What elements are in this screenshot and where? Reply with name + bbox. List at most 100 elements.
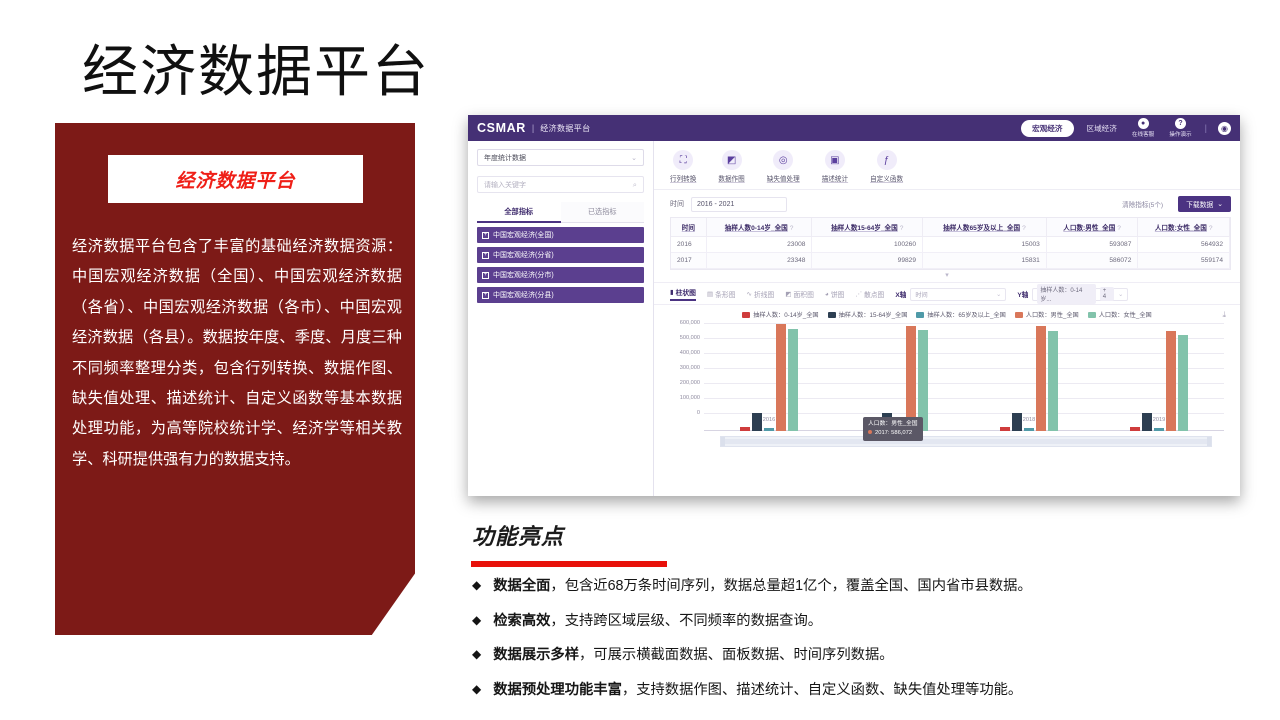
column-header-male[interactable]: 人口数:男性_全国? [1046,218,1139,237]
tool-missing-value[interactable]: ◎ 缺失值处理 [767,150,800,183]
bar-group: 2017 [834,323,964,431]
bar-group: 2016 [704,323,834,431]
tab-selected-indicators[interactable]: 已选指标 [560,202,644,223]
nav-tab-regional[interactable]: 区域经济 [1086,123,1117,133]
bar-chart: 600,000 500,000 400,000 300,000 200,000 … [670,320,1226,449]
nav-tab-macro[interactable]: 宏观经济 [1021,119,1074,137]
sidebar-item-national[interactable]: + 中国宏观经济(全国) [477,227,644,243]
y-axis-control: Y轴 抽样人数：0-14岁... + 4 ⌄ [1017,284,1129,304]
legend-item[interactable]: 人口数：男性_全国 [1014,310,1079,319]
cell-age-65plus: 15003 [922,236,1047,253]
legend-swatch [916,311,925,318]
download-data-button[interactable]: 下载数据 ⌄ [1178,196,1231,212]
chart-tab-bar-horizontal[interactable]: ▤ 条形图 [706,291,736,299]
tool-label: 描述统计 [821,176,849,183]
clear-indicators-button[interactable]: 清除指标(5个) [1122,202,1164,209]
nav-separator: | [1204,123,1207,133]
chart-range-scrollbar[interactable] [720,436,1212,447]
list-item: ◆ 检索高效，支持跨区域层级、不同频率的数据查询。 [472,611,1152,632]
dataset-select[interactable]: 年度统计数据 ⌄ [477,149,644,166]
legend-label: 人口数：女性_全国 [1098,312,1152,319]
download-data-label: 下载数据 [1186,202,1214,209]
x-axis-select[interactable]: 时间 ⌄ [910,287,1007,301]
column-header-female[interactable]: 人口数:女性_全国? [1137,218,1230,237]
chevron-down-icon: ⌄ [996,290,1002,298]
table-collapse-toggle[interactable]: ▾ [945,272,949,279]
data-table: 时间 抽样人数0-14岁_全国? 抽样人数15-64岁_全国? 抽样人数65岁及… [670,217,1231,270]
chart-tab-scatter[interactable]: ⋰ 散点图 [855,291,885,299]
sidebar-tabs: 全部指标 已选指标 [477,202,644,223]
column-header-age-65plus[interactable]: 抽样人数65岁及以上_全国? [922,218,1047,237]
chart-tab-line[interactable]: ∿ 折线图 [746,291,775,299]
tab-all-indicators[interactable]: 全部指标 [477,202,561,223]
tool-transpose[interactable]: ⛶ 行列转换 [670,150,696,183]
chart-legend: 抽样人数：0-14岁_全国 抽样人数：15-64岁_全国 抽样人数：65岁及以上… [654,305,1240,321]
banner-fold-corner [372,574,415,635]
cell-time: 2016 [671,236,707,253]
y-axis-value: 抽样人数：0-14岁... [1037,284,1096,304]
search-icon: ⌕ [632,179,637,189]
x-tick: 2019 [1152,417,1166,423]
nav-online-service[interactable]: ● 在线客服 [1132,118,1154,138]
bar [1048,330,1058,431]
scrollbar-handle-left[interactable] [721,437,725,446]
scrollbar-handle-right[interactable] [1207,437,1211,446]
tool-custom-function[interactable]: ƒ 自定义函数 [870,150,903,183]
chart-tab-bar-vertical[interactable]: ▮ 柱状图 [670,287,696,301]
list-item: ◆ 数据预处理功能丰富，支持数据作图、描述统计、自定义函数、缺失值处理等功能。 [472,680,1152,701]
chevron-down-icon: ⌄ [1118,290,1124,298]
cell-male: 586072 [1046,252,1139,269]
diamond-bullet-icon: ◆ [472,612,482,627]
diamond-bullet-icon: ◆ [472,578,482,592]
tool-chart[interactable]: ◩ 数据作图 [718,150,745,183]
cell-age-0-14: 23348 [706,252,813,269]
expand-icon: + [482,271,489,279]
bar [1036,325,1046,431]
transpose-icon: ⛶ [673,150,694,170]
bar [764,428,774,431]
legend-item[interactable]: 抽样人数：0-14岁_全国 [742,310,819,319]
search-input[interactable]: 请输入关键字 ⌕ [477,176,644,193]
legend-swatch [827,311,836,318]
chart-type-tabs: ▮ 柱状图 ▤ 条形图 ∿ 折线图 ◩ 面积图 ◕ 饼图 ⋰ 散点图 X轴 时间 ⌄ Y轴 … [654,282,1240,305]
chevron-down-icon: ⌄ [631,154,637,162]
download-chart-icon[interactable]: ⤓ [1222,310,1226,319]
x-tick: 2016 [762,417,776,423]
chart-tab-pie[interactable]: ◕ 饼图 [824,290,845,300]
bar-group: 2018 [964,323,1094,431]
x-tick: 2018 [1022,417,1036,423]
nav-demo-label: 操作演示 [1169,132,1192,138]
feature-strong: 检索高效 [493,612,551,629]
y-axis-select[interactable]: 抽样人数：0-14岁... + 4 ⌄ [1032,284,1129,304]
sidebar-item-label: 中国宏观经济(全国) [493,232,554,239]
legend-item[interactable]: 抽样人数：65岁及以上_全国 [916,310,1006,319]
tooltip-title: 人口数：男性_全国 [868,421,918,428]
legend-item[interactable]: 抽样人数：15-64岁_全国 [827,310,908,319]
sidebar-item-province[interactable]: + 中国宏观经济(分省) [477,247,644,263]
legend-label: 抽样人数：15-64岁_全国 [838,312,908,319]
feature-strong: 数据全面 [493,578,551,594]
chart-tab-area[interactable]: ◩ 面积图 [785,291,814,299]
feature-strong: 数据预处理功能丰富 [493,682,622,699]
sidebar-item-city[interactable]: + 中国宏观经济(分市) [477,267,644,283]
feature-text: ，支持数据作图、描述统计、自定义函数、缺失值处理等功能。 [621,682,1023,699]
nav-demo[interactable]: ? 操作演示 [1169,118,1192,138]
cell-age-15-64: 99829 [811,252,924,269]
time-range-input[interactable]: 2016 - 2021 [691,196,787,212]
plot-area: 2016 2017 2018 [704,323,1224,431]
sidebar-item-label: 中国宏观经济(分县) [493,292,554,299]
column-header-time[interactable]: 时间 [671,218,707,237]
tool-descriptive-stats[interactable]: ▣ 描述统计 [822,150,848,183]
column-header-age-15-64[interactable]: 抽样人数15-64岁_全国? [811,218,924,237]
banner-badge: 经济数据平台 [108,155,363,203]
nav-online-service-label: 在线客服 [1131,132,1155,138]
x-axis-label: X轴 [895,292,907,299]
bar [1024,428,1034,431]
sidebar-item-county[interactable]: + 中国宏观经济(分县) [477,287,644,303]
avatar[interactable]: ◉ [1218,121,1231,135]
legend-item[interactable]: 人口数：女性_全国 [1087,310,1152,319]
top-navigation: 宏观经济 区域经济 ● 在线客服 ? 操作演示 | ◉ [1021,118,1240,138]
chevron-down-icon: ⌄ [1217,201,1223,208]
column-header-age-0-14[interactable]: 抽样人数0-14岁_全国? [706,218,813,237]
search-placeholder: 请输入关键字 [484,181,526,189]
